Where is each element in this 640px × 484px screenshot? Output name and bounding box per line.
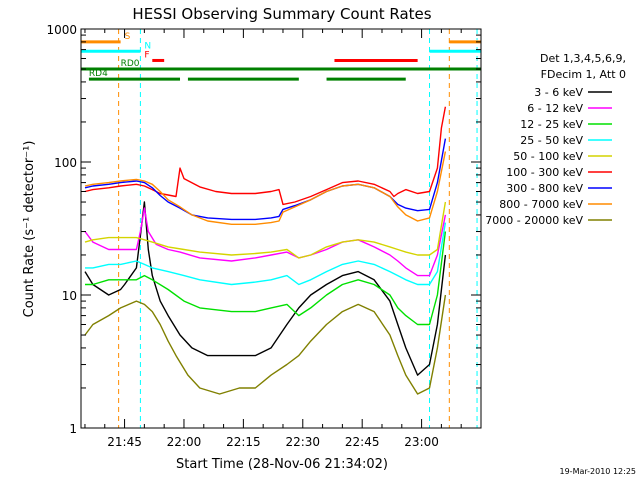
series-line [84,201,447,376]
legend-label: 7000 - 20000 keV [485,214,583,227]
y-tick-label: 1000 [46,23,77,37]
legend-header-line: FDecim 1, Att 0 [541,68,626,81]
legend-label: 6 - 12 keV [527,102,583,115]
legend-label: 50 - 100 keV [513,150,583,163]
x-tick-label: 22:00 [167,435,202,449]
footer-timestamp: 19-Mar-2010 12:25 [560,467,637,476]
series-line [84,151,447,226]
state-bar-label: F [144,50,149,60]
state-bar-label: N [144,41,151,51]
series-lines [84,106,447,395]
x-tick-label: 22:45 [345,435,380,449]
chart-title: HESSI Observing Summary Count Rates [132,5,431,23]
y-axis-title: Count Rate (s⁻¹ detector⁻¹) [22,141,37,318]
x-tick-label: 21:45 [107,435,142,449]
legend: Det 1,3,4,5,6,9, FDecim 1, Att 0 3 - 6 k… [485,52,626,227]
state-bars: S NF RD0 RD4 [81,32,481,81]
series-line [84,201,447,259]
y-axis: 1 10 100 1000 [46,23,481,436]
x-axis: 21:45 22:00 22:15 22:30 22:45 23:00 [84,29,482,449]
series-line [84,138,447,221]
series-line [84,294,447,395]
y-tick-label: 1 [69,422,77,436]
x-tick-label: 22:15 [226,435,261,449]
series-line [85,222,447,286]
legend-header-line: Det 1,3,4,5,6,9, [540,52,626,65]
state-bar-label: S [125,32,131,42]
state-bar-label: RD4 [89,69,108,79]
x-axis-title: Start Time (28-Nov-06 21:34:02) [176,457,388,472]
plot-frame [80,28,482,429]
x-tick-label: 22:30 [285,435,320,449]
series-line [85,231,447,326]
series-line [84,207,447,277]
legend-label: 25 - 50 keV [520,134,583,147]
series-line [84,106,447,206]
legend-label: 300 - 800 keV [506,182,583,195]
legend-label: 12 - 25 keV [520,118,583,131]
legend-label: 100 - 300 keV [506,166,583,179]
x-tick-label: 23:00 [404,435,439,449]
vertical-markers [118,29,478,428]
y-tick-label: 10 [62,289,77,303]
legend-label: 800 - 7000 keV [499,198,583,211]
legend-label: 3 - 6 keV [534,86,583,99]
y-tick-label: 100 [54,156,77,170]
state-bar-label: RD0 [121,59,140,69]
